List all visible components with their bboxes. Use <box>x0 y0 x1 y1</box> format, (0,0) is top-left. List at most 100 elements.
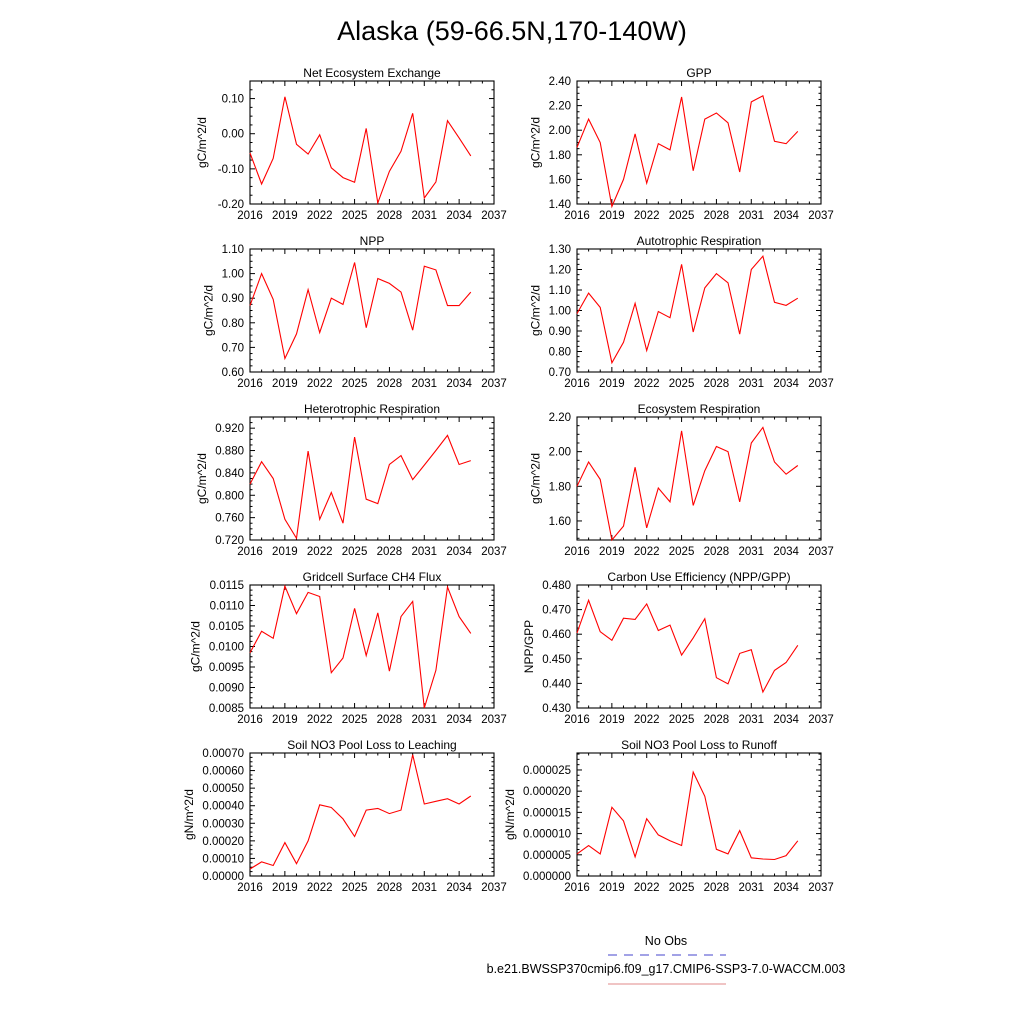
y-tick-label: 1.60 <box>549 516 571 528</box>
x-tick-label: 2028 <box>377 210 403 222</box>
x-tick-label: 2025 <box>669 378 695 390</box>
plot-frame <box>576 584 822 709</box>
x-tick-label: 2022 <box>634 882 660 894</box>
y-axis-label: gC/m^2/d <box>528 117 542 168</box>
x-tick-label: 2022 <box>307 882 333 894</box>
chart-panel: Net Ecosystem Exchange 2016 2019 2022 2025 20… <box>195 66 507 222</box>
x-tick-label: 2031 <box>411 714 437 726</box>
x-tick-label: 2028 <box>704 546 730 558</box>
panel-title: Gridcell Surface CH4 Flux <box>303 570 442 584</box>
y-tick-label: 1.20 <box>549 265 571 277</box>
panel-title: Soil NO3 Pool Loss to Leaching <box>287 738 456 752</box>
x-tick-label: 2025 <box>342 210 368 222</box>
y-tick-label: 0.00000 <box>202 871 244 883</box>
legend-label-no-obs: No Obs <box>645 934 687 948</box>
x-tick-label: 2019 <box>599 882 625 894</box>
y-axis-label: gC/m^2/d <box>195 117 209 168</box>
x-tick-label: 2031 <box>411 882 437 894</box>
y-tick-label: 0.920 <box>215 423 244 435</box>
x-tick-label: 2031 <box>738 882 764 894</box>
y-tick-label: 0.880 <box>215 446 244 458</box>
y-tick-label: 0.000020 <box>523 786 571 798</box>
y-tick-label: 0.760 <box>215 513 244 525</box>
x-tick-label: 2016 <box>237 210 263 222</box>
chart-panel: Carbon Use Efficiency (NPP/GPP) 2016 2019 2… <box>522 570 834 726</box>
y-tick-label: 0.000025 <box>523 765 571 777</box>
chart-panel: Autotrophic Respiration 2016 2019 2022 2025 2… <box>528 234 833 390</box>
y-tick-label: 1.80 <box>549 150 571 162</box>
x-tick-label: 2028 <box>377 378 403 390</box>
x-tick-label: 2028 <box>704 714 730 726</box>
panel-title: Carbon Use Efficiency (NPP/GPP) <box>607 570 790 584</box>
x-tick-label: 2031 <box>738 714 764 726</box>
y-axis-label: NPP/GPP <box>522 620 536 673</box>
x-tick-label: 2019 <box>272 378 298 390</box>
y-axis-label: gN/m^2/d <box>182 789 196 840</box>
x-tick-label: 2028 <box>377 714 403 726</box>
y-tick-label: 0.0085 <box>209 703 244 715</box>
chart-panel: GPP 2016 2019 2022 2025 2028 2031 2034 2037 1.40 1… <box>528 66 833 222</box>
y-tick-label: 1.30 <box>549 244 571 256</box>
y-tick-label: 0.90 <box>222 293 244 305</box>
x-tick-label: 2016 <box>237 882 263 894</box>
x-tick-label: 2016 <box>564 714 590 726</box>
y-tick-label: 0.000010 <box>523 829 571 841</box>
x-tick-label: 2019 <box>599 210 625 222</box>
x-tick-label: 2019 <box>599 378 625 390</box>
x-tick-label: 2034 <box>446 546 472 558</box>
x-tick-label: 2025 <box>342 378 368 390</box>
x-tick-label: 2025 <box>669 210 695 222</box>
y-tick-label: 1.00 <box>549 306 571 318</box>
y-tick-label: 0.430 <box>542 703 571 715</box>
x-tick-label: 2016 <box>564 210 590 222</box>
x-tick-label: 2031 <box>738 546 764 558</box>
x-tick-label: 2025 <box>669 882 695 894</box>
panel-title: NPP <box>360 234 385 248</box>
y-tick-label: 1.40 <box>549 199 571 211</box>
panel-title: Soil NO3 Pool Loss to Runoff <box>621 738 778 752</box>
x-tick-label: 2031 <box>411 546 437 558</box>
y-tick-label: 1.10 <box>549 285 571 297</box>
series-line <box>249 754 472 870</box>
chart-panel: Soil NO3 Pool Loss to Runoff 2016 2019 2022… <box>503 738 834 894</box>
y-tick-label: 0.00020 <box>202 836 244 848</box>
plot-frame <box>249 752 495 877</box>
x-tick-label: 2019 <box>272 546 298 558</box>
x-tick-label: 2025 <box>342 546 368 558</box>
x-tick-label: 2031 <box>411 378 437 390</box>
y-tick-label: 0.000015 <box>523 807 571 819</box>
series-line <box>576 94 799 209</box>
chart-panel: Gridcell Surface CH4 Flux 2016 2019 2022 202… <box>189 570 507 726</box>
panel-title: Heterotrophic Respiration <box>304 402 440 416</box>
plot-frame <box>249 80 495 205</box>
x-tick-label: 2034 <box>773 714 799 726</box>
series-line <box>576 598 799 694</box>
plot-frame <box>576 752 822 877</box>
x-tick-label: 2037 <box>481 210 507 222</box>
x-tick-label: 2025 <box>342 714 368 726</box>
y-axis-label: gC/m^2/d <box>528 453 542 504</box>
x-tick-label: 2037 <box>808 546 834 558</box>
x-tick-label: 2037 <box>481 882 507 894</box>
y-tick-label: 0.90 <box>549 326 571 338</box>
y-tick-label: 0.720 <box>215 535 244 547</box>
x-tick-label: 2019 <box>272 714 298 726</box>
y-tick-label: 0.00 <box>222 129 244 141</box>
y-tick-label: 0.800 <box>215 490 244 502</box>
x-tick-label: 2022 <box>307 714 333 726</box>
x-tick-label: 2034 <box>446 882 472 894</box>
x-tick-label: 2037 <box>481 546 507 558</box>
panels-grid: Net Ecosystem Exchange 2016 2019 2022 2025 20… <box>182 66 834 894</box>
y-tick-label: 0.00060 <box>202 766 244 778</box>
y-tick-label: 1.10 <box>222 244 244 256</box>
y-tick-label: 0.60 <box>222 367 244 379</box>
x-tick-label: 2016 <box>564 378 590 390</box>
x-tick-label: 2034 <box>773 546 799 558</box>
figure-title: Alaska (59-66.5N,170-140W) <box>337 16 687 46</box>
x-tick-label: 2022 <box>634 714 660 726</box>
y-axis-label: gC/m^2/d <box>195 453 209 504</box>
y-tick-label: 0.470 <box>542 605 571 617</box>
x-tick-label: 2022 <box>634 378 660 390</box>
x-tick-label: 2031 <box>411 210 437 222</box>
